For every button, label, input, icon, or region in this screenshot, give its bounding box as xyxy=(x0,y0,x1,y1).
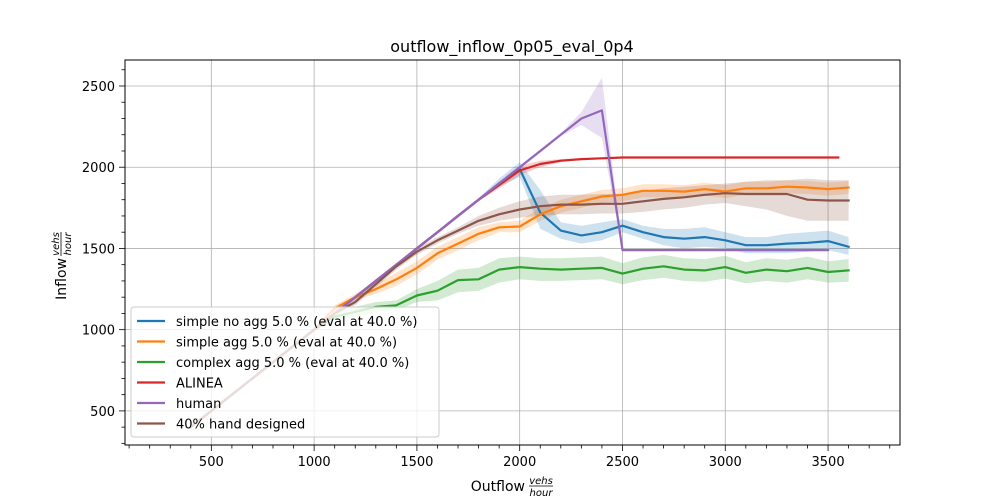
y-tick-label: 1500 xyxy=(82,242,115,257)
legend-label-1: simple no agg 5.0 % (eval at 40.0 %) xyxy=(176,315,417,330)
confidence-bands xyxy=(190,77,849,429)
legend-label-4: ALINEA xyxy=(176,377,223,392)
x-axis-label-unit-numerator: vehs xyxy=(529,476,553,487)
legend-entries: simple no agg 5.0 % (eval at 40.0 %) simp… xyxy=(137,315,417,433)
x-axis-label-text: Outflow xyxy=(471,479,525,495)
x-axis-label: Outflow vehs hour xyxy=(471,476,554,499)
x-axis-label-unit-denominator: hour xyxy=(530,488,554,499)
y-axis-label-unit-denominator: hour xyxy=(63,232,74,256)
y-axis-label-text: Inflow xyxy=(54,258,70,300)
axis-ticks: 500 1000 1500 2000 2500 3000 3500 500 1000 1500 20… xyxy=(82,69,891,470)
legend-label-5: human xyxy=(176,397,221,412)
series-band-2 xyxy=(190,180,849,429)
x-tick-label: 3500 xyxy=(812,455,845,470)
legend-box xyxy=(130,306,440,438)
x-tick-label: 1500 xyxy=(400,455,433,470)
legend-label-6: 40% hand designed xyxy=(176,418,305,433)
plot-frame xyxy=(124,59,901,446)
legend: simple no agg 5.0 % (eval at 40.0 %) simp… xyxy=(130,306,440,438)
legend-label-3: complex agg 5.0 % (eval at 40.0 %) xyxy=(176,356,409,371)
y-tick-label: 1000 xyxy=(82,324,115,339)
x-tick-label: 500 xyxy=(199,455,224,470)
x-tick-label: 1000 xyxy=(298,455,331,470)
chart-title: outflow_inflow_0p05_eval_0p4 xyxy=(390,37,633,57)
series-band-1 xyxy=(190,162,849,429)
x-tick-label: 2000 xyxy=(503,455,536,470)
y-tick-label: 2000 xyxy=(82,161,115,176)
series-band-3 xyxy=(190,254,849,429)
series-band-6 xyxy=(190,178,849,429)
x-tick-label: 2500 xyxy=(606,455,639,470)
y-tick-label: 500 xyxy=(90,405,115,420)
y-tick-label: 2500 xyxy=(82,80,115,95)
y-axis-label-unit-numerator: vehs xyxy=(51,232,62,256)
legend-label-2: simple agg 5.0 % (eval at 40.0 %) xyxy=(176,336,397,351)
y-axis-label: Inflow vehs hour xyxy=(51,232,74,300)
x-tick-label: 3000 xyxy=(709,455,742,470)
